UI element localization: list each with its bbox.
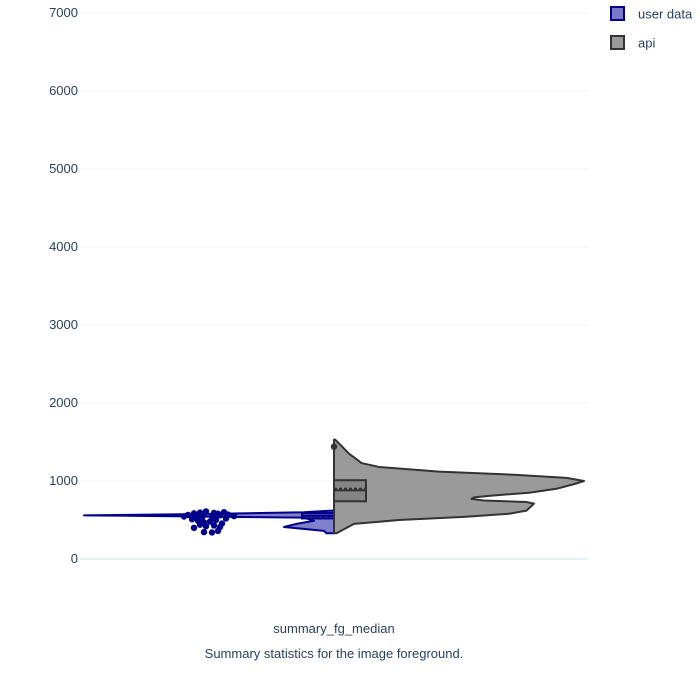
legend: user data api xyxy=(610,6,693,51)
data-point xyxy=(190,524,198,531)
data-point xyxy=(196,509,204,516)
series-api xyxy=(330,438,585,535)
data-point xyxy=(330,443,338,450)
violin-body xyxy=(333,438,585,535)
y-tick-label: 3000 xyxy=(49,317,78,332)
data-point xyxy=(230,512,238,520)
data-point xyxy=(210,522,218,529)
y-tick-label: 6000 xyxy=(49,83,78,98)
grid-layer xyxy=(80,12,588,560)
x-category-label: summary_fg_median xyxy=(273,621,394,636)
y-tick-label: 7000 xyxy=(49,5,78,20)
data-point xyxy=(218,520,226,527)
legend-label[interactable]: api xyxy=(638,36,655,51)
data-point xyxy=(208,529,216,536)
data-point xyxy=(202,508,210,515)
plot-area xyxy=(83,438,585,536)
y-tick-label: 1000 xyxy=(49,473,78,488)
y-axis: 0 1000 2000 3000 4000 5000 6000 7000 xyxy=(49,5,78,566)
data-point xyxy=(200,528,208,536)
y-tick-label: 4000 xyxy=(49,239,78,254)
legend-swatch[interactable] xyxy=(610,35,625,50)
chart-caption: Summary statistics for the image foregro… xyxy=(205,646,464,661)
y-tick-label: 0 xyxy=(71,551,78,566)
series-user-data xyxy=(83,508,335,536)
legend-swatch[interactable] xyxy=(610,6,625,21)
data-point xyxy=(220,509,228,516)
data-point xyxy=(210,509,218,517)
y-tick-label: 2000 xyxy=(49,395,78,410)
data-point xyxy=(184,511,192,519)
data-point xyxy=(190,510,198,517)
legend-label[interactable]: user data xyxy=(638,7,693,22)
y-tick-label: 5000 xyxy=(49,161,78,176)
